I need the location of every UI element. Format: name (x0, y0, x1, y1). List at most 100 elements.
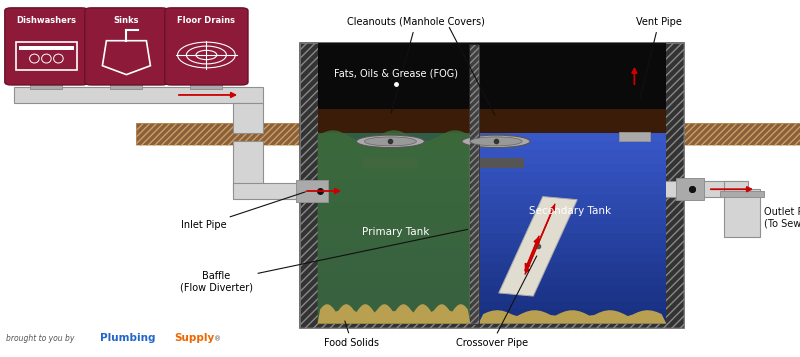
Bar (318, 217, 470, 225)
Text: Outlet Pipe
(To Sewer or Septic): Outlet Pipe (To Sewer or Septic) (764, 207, 800, 228)
Ellipse shape (470, 137, 522, 146)
Bar (233, 141, 263, 191)
Bar (658, 181, 744, 197)
Bar (318, 194, 470, 202)
Bar (194, 48, 219, 87)
Bar (136, 123, 800, 145)
Text: Primary Tank: Primary Tank (362, 227, 430, 237)
Bar (318, 171, 470, 180)
Bar (318, 255, 470, 263)
Bar (720, 191, 764, 197)
Bar (14, 87, 263, 103)
Bar (478, 285, 666, 293)
Bar (478, 247, 666, 255)
Bar (296, 180, 328, 202)
Bar (724, 189, 760, 237)
Bar (478, 293, 666, 301)
Bar (478, 262, 666, 271)
Text: Crossover Pipe: Crossover Pipe (456, 256, 537, 348)
Text: Supply: Supply (174, 333, 214, 343)
Bar (34, 48, 59, 87)
Bar (318, 308, 470, 316)
Bar (318, 300, 470, 308)
Text: Sinks: Sinks (114, 16, 139, 25)
Bar (318, 45, 666, 109)
Bar (318, 247, 470, 255)
Bar (114, 48, 139, 87)
Bar (318, 232, 470, 240)
Text: Fats, Oils & Grease (FOG): Fats, Oils & Grease (FOG) (334, 68, 458, 78)
Bar (478, 308, 666, 316)
Bar (318, 164, 470, 172)
Text: Inlet Pipe: Inlet Pipe (181, 192, 306, 231)
Bar (676, 178, 704, 200)
Text: brought to you by: brought to you by (6, 334, 77, 343)
Bar (478, 141, 666, 149)
Text: ®: ® (214, 337, 222, 343)
Bar (466, 141, 526, 170)
Bar (318, 293, 470, 301)
Bar (478, 224, 666, 233)
Polygon shape (478, 310, 666, 324)
Bar (318, 186, 470, 195)
Text: Secondary Tank: Secondary Tank (530, 206, 611, 216)
Text: Food Solids: Food Solids (325, 321, 379, 348)
Bar (318, 43, 666, 324)
Bar (478, 209, 666, 217)
Text: Vent Pipe: Vent Pipe (636, 17, 682, 99)
Bar (478, 270, 666, 278)
FancyBboxPatch shape (165, 8, 248, 85)
Bar (318, 285, 470, 293)
Bar (318, 201, 470, 210)
Ellipse shape (462, 135, 530, 148)
Bar (318, 240, 470, 248)
Bar (478, 164, 666, 172)
Text: Plumbing: Plumbing (100, 333, 155, 343)
Bar (469, 158, 524, 168)
Bar (470, 45, 479, 324)
Bar (623, 74, 646, 149)
Bar (478, 255, 666, 263)
Bar (478, 232, 666, 240)
Bar (318, 262, 470, 271)
Bar (318, 316, 470, 324)
Bar (318, 224, 470, 233)
Bar (478, 156, 666, 164)
Bar (478, 277, 666, 286)
Ellipse shape (364, 137, 417, 146)
Ellipse shape (357, 135, 424, 148)
Bar (478, 171, 666, 180)
Bar (619, 132, 650, 141)
Bar (318, 209, 470, 217)
Bar (318, 133, 470, 141)
Bar (318, 179, 470, 187)
Text: Baffle
(Flow Diverter): Baffle (Flow Diverter) (179, 229, 468, 293)
Polygon shape (498, 197, 578, 296)
Bar (470, 45, 479, 324)
Bar (318, 270, 470, 278)
Bar (300, 43, 684, 328)
Text: Floor Drains: Floor Drains (178, 16, 235, 25)
Bar (478, 133, 666, 141)
Text: Dishwashers: Dishwashers (17, 16, 77, 25)
Bar (233, 183, 364, 199)
Bar (318, 141, 470, 149)
FancyBboxPatch shape (85, 8, 168, 85)
Bar (19, 46, 74, 50)
Bar (300, 43, 684, 328)
Bar (478, 300, 666, 308)
Bar (136, 123, 800, 145)
FancyBboxPatch shape (5, 8, 88, 85)
Bar (361, 141, 421, 170)
Bar (478, 194, 666, 202)
Bar (724, 181, 748, 197)
Polygon shape (318, 304, 470, 324)
Polygon shape (318, 130, 470, 324)
Bar (478, 217, 666, 225)
Bar (318, 156, 470, 164)
Bar (318, 277, 470, 286)
Bar (318, 149, 470, 157)
Bar (478, 240, 666, 248)
Bar (233, 103, 263, 134)
Text: Cleanouts (Manhole Covers): Cleanouts (Manhole Covers) (347, 17, 485, 113)
